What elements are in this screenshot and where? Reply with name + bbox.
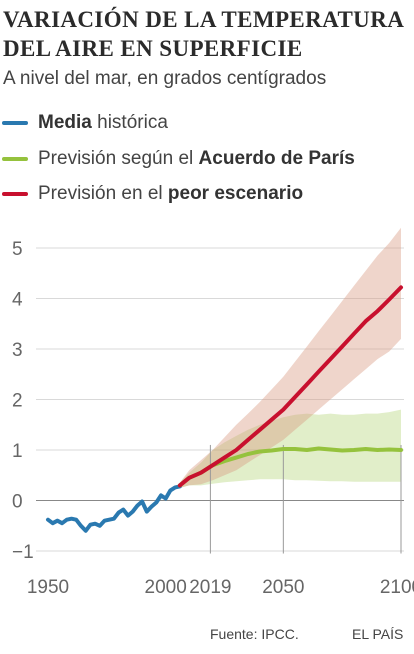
legend-label-historical: Media histórica xyxy=(38,112,168,133)
uncertainty-band-worst xyxy=(179,227,401,488)
y-tick-label: 4 xyxy=(12,290,23,311)
legend-swatch-paris xyxy=(2,157,28,161)
x-tick-label: 2050 xyxy=(262,577,304,598)
x-tick-label: 2100 xyxy=(380,577,414,598)
legend-label-worst: Previsión en el peor escenario xyxy=(38,183,304,204)
source-note: Fuente: IPCC. xyxy=(210,626,299,642)
series-line-worst xyxy=(177,285,403,488)
legend-item-historical: Media histórica xyxy=(0,110,168,136)
x-tick-label: 1950 xyxy=(27,577,69,598)
series-line-historical xyxy=(46,484,182,533)
x-tick-label: 2019 xyxy=(189,577,231,598)
y-tick-label: 2 xyxy=(12,391,23,412)
y-tick-label: 0 xyxy=(12,492,23,513)
y-tick-label: −1 xyxy=(12,542,34,563)
legend-item-worst: Previsión en el peor escenario xyxy=(0,181,303,207)
legend-swatch-worst xyxy=(2,192,28,196)
legend-item-paris: Previsión según el Acuerdo de París xyxy=(0,146,355,172)
x-tick-label: 2000 xyxy=(145,577,187,598)
brand-credit: EL PAÍS xyxy=(352,626,404,642)
chart-title: VARIACIÓN DE LA TEMPERATURA DEL AIRE EN … xyxy=(3,7,403,61)
y-tick-label: 1 xyxy=(12,441,23,462)
y-tick-label: 3 xyxy=(12,340,23,361)
y-tick-label: 5 xyxy=(12,239,23,260)
legend-label-paris: Previsión según el Acuerdo de París xyxy=(38,148,355,169)
legend-swatch-historical xyxy=(2,121,28,125)
chart-subtitle: A nivel del mar, en grados centígrados xyxy=(3,68,327,89)
